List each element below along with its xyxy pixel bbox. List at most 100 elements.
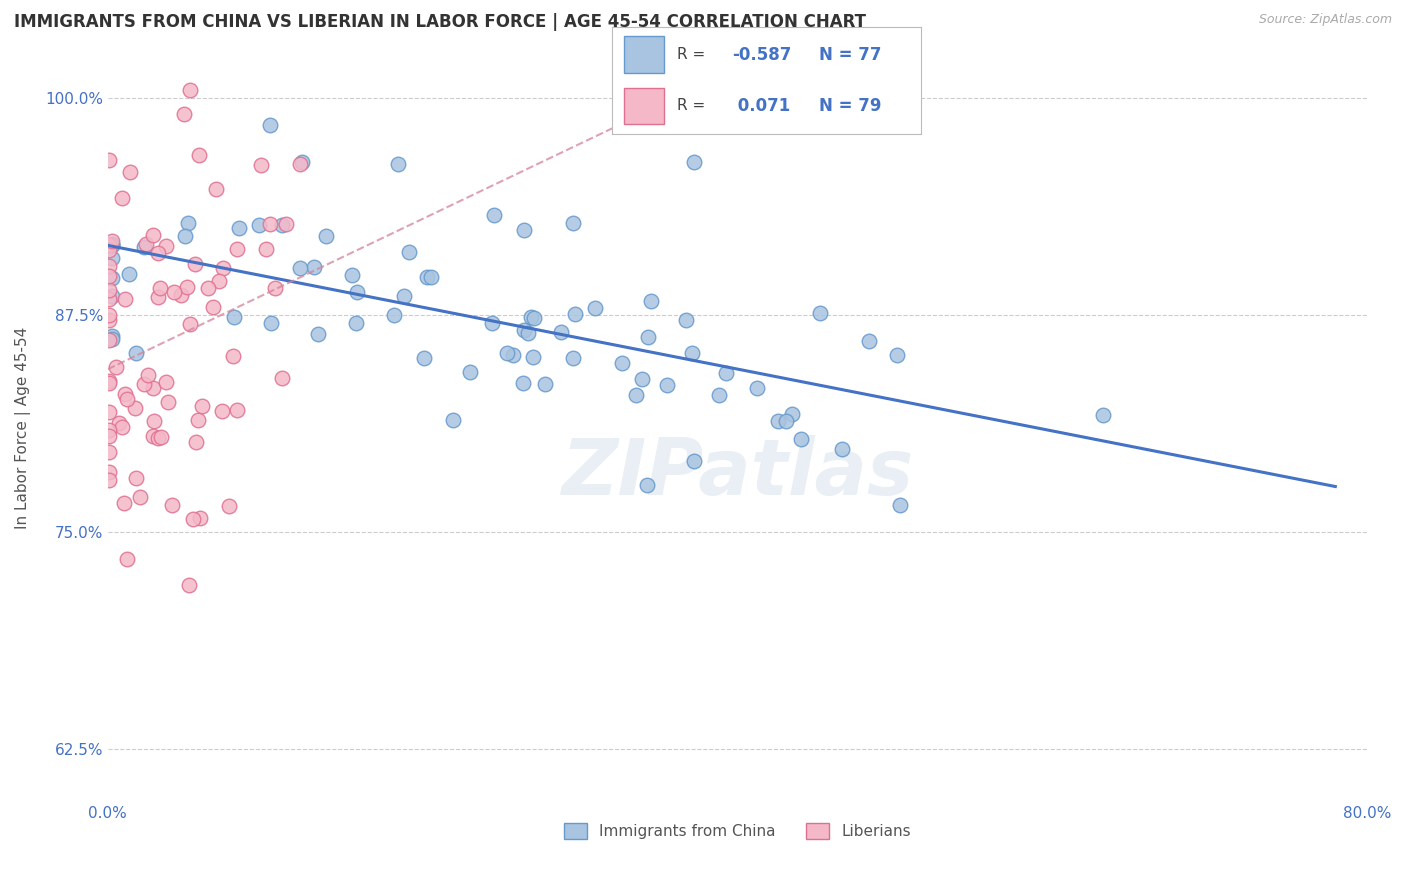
Point <box>382 308 405 322</box>
Point <box>254 242 277 256</box>
Point <box>211 260 233 275</box>
Point <box>115 392 138 406</box>
Point <box>98 333 121 347</box>
Point <box>197 281 219 295</box>
Point <box>101 328 124 343</box>
Point <box>1092 408 1115 422</box>
Point <box>683 454 706 468</box>
Point <box>173 107 195 121</box>
Point <box>146 290 169 304</box>
Point <box>179 83 201 97</box>
Point <box>624 387 647 401</box>
Point <box>264 281 287 295</box>
Point <box>98 244 121 258</box>
Point <box>387 157 409 171</box>
Point <box>125 346 148 360</box>
Point <box>124 401 146 416</box>
Point <box>98 465 121 479</box>
Point <box>101 251 124 265</box>
Point <box>512 323 534 337</box>
Point <box>523 311 546 326</box>
Point <box>340 268 363 282</box>
Point <box>155 239 177 253</box>
Point <box>98 238 121 252</box>
Point <box>114 292 136 306</box>
Point <box>564 307 586 321</box>
Point <box>114 387 136 401</box>
Point <box>98 308 121 322</box>
Point <box>211 404 233 418</box>
Point <box>534 376 557 391</box>
Point <box>315 228 337 243</box>
Point <box>260 316 283 330</box>
Point <box>191 399 214 413</box>
Point <box>583 301 606 315</box>
Point <box>150 430 173 444</box>
Point <box>111 191 134 205</box>
Point <box>187 413 209 427</box>
Point <box>188 511 211 525</box>
Point <box>112 495 135 509</box>
Point <box>98 292 121 306</box>
Point <box>98 313 121 327</box>
Legend: Immigrants from China, Liberians: Immigrants from China, Liberians <box>558 817 917 846</box>
Point <box>707 388 730 402</box>
Point <box>636 477 658 491</box>
Point <box>98 423 121 437</box>
Text: R =: R = <box>676 47 710 62</box>
Point <box>98 376 121 391</box>
Point <box>146 431 169 445</box>
Point <box>562 351 585 366</box>
Point <box>304 260 326 274</box>
Point <box>98 444 121 458</box>
Point <box>142 414 165 428</box>
Point <box>176 279 198 293</box>
Point <box>224 310 246 324</box>
Point <box>222 349 245 363</box>
Point <box>790 432 813 446</box>
Text: IMMIGRANTS FROM CHINA VS LIBERIAN IN LABOR FORCE | AGE 45-54 CORRELATION CHART: IMMIGRANTS FROM CHINA VS LIBERIAN IN LAB… <box>14 13 866 31</box>
Text: N = 79: N = 79 <box>818 97 882 115</box>
Point <box>142 381 165 395</box>
Point <box>766 414 789 428</box>
Point <box>98 153 121 168</box>
Y-axis label: In Labor Force | Age 45-54: In Labor Force | Age 45-54 <box>15 326 31 529</box>
Point <box>274 217 297 231</box>
Point <box>205 182 228 196</box>
Point <box>225 403 247 417</box>
Point <box>149 281 172 295</box>
Text: R =: R = <box>676 98 710 113</box>
Point <box>419 269 441 284</box>
Point <box>98 259 121 273</box>
Point <box>631 372 654 386</box>
Point <box>136 368 159 382</box>
Point <box>640 294 662 309</box>
Point <box>271 371 294 385</box>
Text: ZIPatlas: ZIPatlas <box>561 434 914 511</box>
Point <box>101 234 124 248</box>
Point <box>129 490 152 504</box>
Bar <box>624 37 664 73</box>
Point <box>177 578 200 592</box>
Text: -0.587: -0.587 <box>733 45 792 63</box>
Point <box>481 316 503 330</box>
Text: 0.071: 0.071 <box>733 97 790 115</box>
Text: Source: ZipAtlas.com: Source: ZipAtlas.com <box>1258 13 1392 27</box>
Point <box>105 359 128 374</box>
Point <box>108 417 131 431</box>
Point <box>516 326 538 341</box>
Point <box>520 310 543 325</box>
Point <box>392 289 415 303</box>
Point <box>98 405 121 419</box>
Point <box>346 285 368 300</box>
Point <box>132 239 155 253</box>
Point <box>562 216 585 230</box>
Point <box>775 414 797 428</box>
Point <box>135 236 157 251</box>
Point <box>156 395 179 409</box>
Point <box>218 500 240 514</box>
Point <box>111 419 134 434</box>
Bar <box>624 87 664 124</box>
Point <box>271 218 294 232</box>
Point <box>681 346 703 360</box>
